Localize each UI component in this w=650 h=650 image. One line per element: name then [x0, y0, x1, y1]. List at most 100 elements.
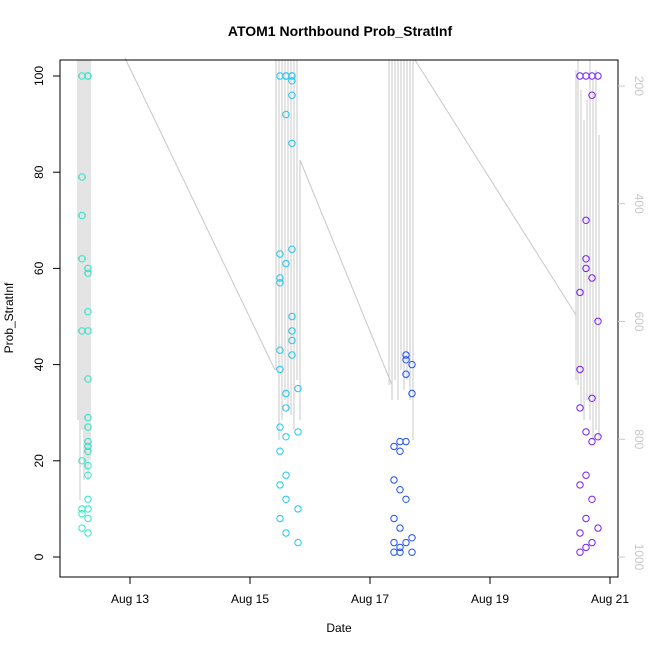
x-tick-label: Aug 15 — [231, 592, 269, 606]
data-point — [588, 538, 596, 547]
data-point — [84, 471, 92, 479]
data-point — [84, 529, 92, 537]
data-point — [408, 389, 416, 398]
data-point — [588, 274, 596, 282]
x-tick-label: Aug 21 — [591, 592, 629, 606]
data-point — [396, 437, 404, 446]
data-point — [276, 274, 284, 282]
data-point — [288, 327, 296, 335]
data-point — [282, 110, 290, 119]
data-point — [390, 548, 398, 556]
y-tick-label: 100 — [32, 66, 46, 86]
data-point — [84, 495, 92, 503]
data-point — [84, 413, 92, 422]
data-point — [288, 139, 296, 148]
data-point — [396, 543, 404, 552]
y-axis-right: 200 400 600 800 1000 — [618, 76, 646, 571]
y-tick-label: 40 — [32, 358, 46, 372]
data-point — [588, 394, 596, 402]
data-point — [288, 351, 296, 359]
data-point — [588, 495, 596, 503]
data-point — [282, 495, 290, 503]
y2-tick-label: 200 — [632, 76, 646, 96]
data-point — [294, 505, 302, 513]
data-point — [576, 365, 584, 374]
data-point — [408, 534, 416, 542]
data-point — [294, 538, 302, 547]
data-point — [402, 351, 410, 359]
y-tick-label: 80 — [32, 165, 46, 179]
data-point — [84, 423, 92, 431]
overlay-lines — [77, 57, 600, 500]
data-point — [588, 91, 596, 99]
data-point — [594, 524, 602, 532]
data-point — [582, 428, 590, 436]
data-point — [582, 255, 590, 263]
overlay-diagonal-2 — [299, 159, 393, 386]
y-axis: 0 20 40 60 80 100 — [32, 66, 60, 560]
data-point — [594, 72, 602, 80]
data-point — [576, 481, 584, 489]
data-point — [594, 433, 602, 441]
plot-frame — [59, 59, 619, 578]
data-point — [288, 77, 296, 85]
data-point — [78, 457, 86, 465]
data-point — [396, 524, 404, 532]
data-point — [390, 538, 398, 547]
data-point — [84, 308, 92, 316]
data-point — [84, 437, 92, 446]
y-tick-label: 0 — [32, 553, 46, 560]
data-point — [390, 514, 398, 523]
overlay-diagonal-3 — [414, 59, 577, 316]
data-point — [78, 510, 86, 518]
y-tick-label: 20 — [32, 454, 46, 468]
data-point — [282, 259, 290, 268]
data-point — [276, 346, 284, 354]
data-point — [294, 384, 302, 393]
data-point — [288, 336, 296, 345]
chart-title: ATOM1 Northbound Prob_StratInf — [228, 23, 453, 39]
data-point — [582, 514, 590, 523]
x-tick-label: Aug 13 — [111, 592, 149, 606]
data-point — [84, 327, 92, 335]
data-point — [402, 495, 410, 503]
data-point — [84, 72, 92, 80]
data-point — [276, 365, 284, 374]
data-point — [594, 317, 602, 325]
data-point — [78, 173, 86, 181]
data-point — [402, 356, 410, 364]
y2-tick-label: 600 — [632, 311, 646, 331]
data-point — [396, 548, 404, 556]
x-tick-label: Aug 17 — [351, 592, 389, 606]
data-point — [276, 481, 284, 489]
data-point — [408, 360, 416, 369]
data-point — [288, 245, 296, 253]
y-axis-label: Prob_StratInf — [2, 282, 16, 353]
data-point — [396, 486, 404, 494]
data-point — [84, 442, 92, 451]
data-point — [288, 312, 296, 321]
data-point — [582, 216, 590, 225]
data-point — [78, 524, 86, 532]
data-point — [78, 255, 86, 263]
y2-tick-label: 800 — [632, 429, 646, 449]
data-point — [582, 264, 590, 273]
data-point — [582, 72, 590, 80]
x-axis-label: Date — [326, 621, 352, 635]
data-point — [78, 211, 86, 220]
data-point — [402, 370, 410, 378]
data-point — [288, 91, 296, 99]
data-point — [282, 404, 290, 412]
data-point — [402, 538, 410, 547]
data-point — [408, 548, 416, 556]
data-point — [576, 404, 584, 412]
x-tick-label: Aug 19 — [471, 592, 509, 606]
data-point — [396, 447, 404, 455]
data-point — [84, 375, 92, 383]
data-point — [84, 514, 92, 523]
data-point — [276, 514, 284, 523]
data-point — [582, 471, 590, 479]
data-point — [390, 476, 398, 484]
data-point — [84, 264, 92, 273]
